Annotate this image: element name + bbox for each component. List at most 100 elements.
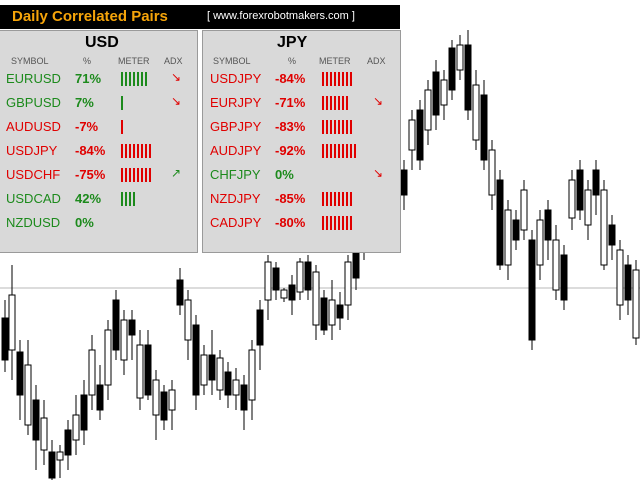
meter-bar <box>141 72 143 86</box>
candle-body <box>48 451 56 479</box>
candle-body <box>592 169 600 196</box>
meter-bar <box>133 192 135 206</box>
correlation-meter <box>121 192 135 206</box>
pair-symbol: USDCHF <box>6 167 61 182</box>
correlation-percent: -7% <box>75 119 99 134</box>
candle-body <box>160 391 168 421</box>
title-bar: Daily Correlated Pairs [ www.forexrobotm… <box>0 5 400 29</box>
candle-body <box>24 364 32 426</box>
column-header-percent: % <box>83 56 92 66</box>
pair-row[interactable]: AUDUSD -7% <box>0 119 197 143</box>
candle-body <box>472 84 480 141</box>
candle-body <box>280 289 288 299</box>
pair-row[interactable]: USDJPY -84% <box>0 143 197 167</box>
arrow-down-right-icon: ↘ <box>171 70 182 84</box>
meter-bar <box>342 120 344 134</box>
meter-bar <box>326 144 328 158</box>
meter-bar <box>322 192 324 206</box>
meter-bar <box>350 144 352 158</box>
correlation-percent: 0% <box>75 215 94 230</box>
candle-body <box>608 224 616 246</box>
candle-body <box>40 417 48 451</box>
meter-bar <box>322 144 324 158</box>
pair-symbol: AUDJPY <box>210 143 262 158</box>
meter-bar <box>330 144 332 158</box>
correlation-percent: 0% <box>275 167 294 182</box>
pair-row[interactable]: GBPJPY -83% <box>203 119 400 143</box>
pair-row[interactable]: USDJPY -84% <box>203 71 400 95</box>
candle-body <box>176 279 184 306</box>
pair-symbol: NZDJPY <box>210 191 261 206</box>
candle-body <box>208 354 216 381</box>
meter-bar <box>125 72 127 86</box>
meter-bar <box>133 144 135 158</box>
correlation-percent: -84% <box>275 71 306 86</box>
candle-body <box>104 329 112 386</box>
pair-row[interactable]: USDCHF -75% ↗ <box>0 166 197 191</box>
candle-body <box>16 351 24 396</box>
pair-row[interactable]: GBPUSD 7% ↘ <box>0 94 197 119</box>
meter-bar <box>326 216 328 230</box>
column-header-adx: ADX <box>367 56 386 66</box>
candle-body <box>440 79 448 106</box>
meter-bar <box>338 72 340 86</box>
correlation-meter <box>322 96 348 110</box>
correlation-percent: -75% <box>75 167 106 182</box>
pair-symbol: EURUSD <box>6 71 61 86</box>
pair-row[interactable]: CADJPY -80% <box>203 215 400 239</box>
candle-body <box>152 379 160 416</box>
meter-bar <box>322 120 324 134</box>
jpy-panel: JPY SYMBOL% METER ADX USDJPY -84% EURJPY -71% ↘ G… <box>202 30 401 253</box>
meter-bar <box>342 216 344 230</box>
meter-bar <box>350 120 352 134</box>
meter-bar <box>346 144 348 158</box>
candle-body <box>248 349 256 401</box>
correlation-meter <box>322 192 352 206</box>
candle-body <box>88 349 96 396</box>
meter-bar <box>334 216 336 230</box>
candle-body <box>448 47 456 91</box>
website-link[interactable]: [ www.forexrobotmakers.com ] <box>207 10 355 22</box>
pair-symbol: USDCAD <box>6 191 61 206</box>
candle-body <box>512 219 520 241</box>
candle-body <box>112 299 120 351</box>
candle-body <box>496 179 504 266</box>
meter-bar <box>145 144 147 158</box>
meter-bar <box>125 144 127 158</box>
meter-bar <box>121 96 123 110</box>
pair-symbol: CADJPY <box>210 215 262 230</box>
correlation-percent: -83% <box>275 119 306 134</box>
pair-row[interactable]: USDCAD 42% <box>0 191 197 215</box>
pair-row[interactable]: CHFJPY 0% ↘ <box>203 166 400 191</box>
correlation-meter <box>322 72 352 86</box>
candle-body <box>240 384 248 411</box>
meter-bar <box>121 120 123 134</box>
pair-symbol: USDJPY <box>6 143 58 158</box>
pair-row[interactable]: EURUSD 71% ↘ <box>0 70 197 95</box>
candle-body <box>456 44 464 71</box>
correlation-meter <box>121 120 123 134</box>
meter-bar <box>342 144 344 158</box>
meter-bar <box>346 72 348 86</box>
meter-bar <box>141 144 143 158</box>
meter-bar <box>137 144 139 158</box>
pair-row[interactable]: NZDJPY -85% <box>203 191 400 215</box>
candle-body <box>192 324 200 396</box>
meter-bar <box>133 72 135 86</box>
pair-row[interactable]: NZDUSD 0% <box>0 215 197 239</box>
panel-currency-title: USD <box>85 34 119 51</box>
meter-bar <box>342 72 344 86</box>
arrow-down-right-icon: ↘ <box>171 94 182 108</box>
candle-body <box>72 414 80 441</box>
candle-body <box>632 269 640 339</box>
candle-body <box>400 169 408 196</box>
pair-row[interactable]: AUDJPY -92% <box>203 143 400 167</box>
meter-bar <box>350 192 352 206</box>
candle-body <box>504 209 512 266</box>
meter-bar <box>129 144 131 158</box>
candle-body <box>480 94 488 161</box>
meter-bar <box>149 168 151 182</box>
meter-bar <box>342 192 344 206</box>
pair-row[interactable]: EURJPY -71% ↘ <box>203 94 400 119</box>
